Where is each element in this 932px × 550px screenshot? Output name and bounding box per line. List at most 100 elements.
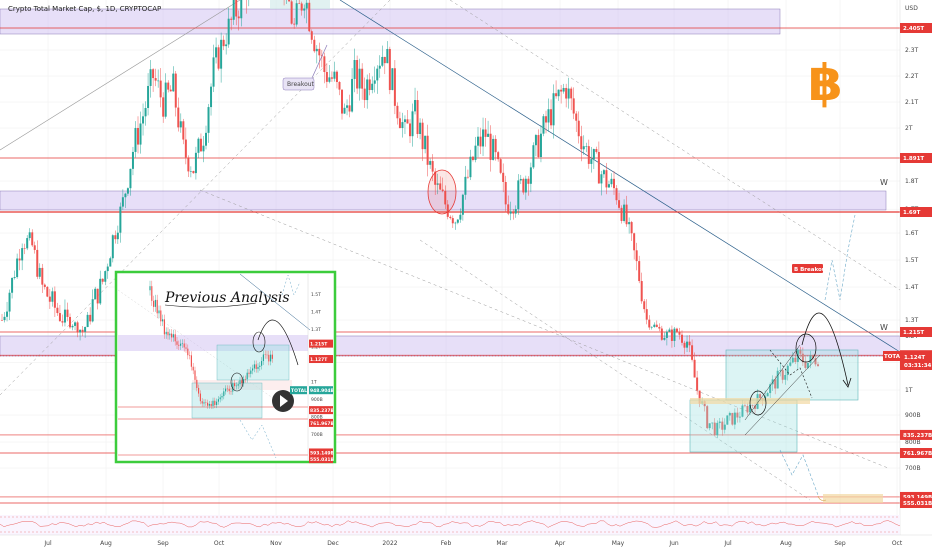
- candle-body: [177, 107, 180, 128]
- candle-body: [89, 314, 92, 322]
- candle-body: [590, 159, 593, 164]
- candle-body: [409, 123, 411, 137]
- inset-candle-body: [162, 319, 164, 322]
- inset-candle-body: [253, 364, 255, 369]
- candle-body: [187, 157, 190, 172]
- candle-body: [84, 327, 87, 332]
- candle-body: [414, 100, 417, 112]
- x-tick-label: Sep: [157, 540, 169, 547]
- candle-body: [749, 404, 751, 413]
- candle-body: [376, 68, 379, 81]
- candle-body: [736, 412, 739, 418]
- inset-level-label: 835.237B: [310, 408, 334, 414]
- candle-body: [471, 156, 474, 161]
- candle-body: [240, 0, 243, 19]
- candle-body: [91, 299, 94, 322]
- candle-body: [562, 87, 565, 92]
- candle-body: [610, 178, 613, 185]
- label-breakout: Breakout: [287, 81, 315, 88]
- x-tick-label: Jul: [43, 540, 52, 547]
- candle-body: [456, 219, 459, 223]
- candle-body: [164, 82, 167, 117]
- inset-candle-body: [217, 399, 219, 402]
- candle-body: [333, 71, 336, 79]
- candle-body: [398, 118, 401, 129]
- candle-body: [293, 23, 296, 25]
- candle-body: [648, 319, 651, 328]
- inset-candle-body: [190, 355, 192, 367]
- candle-body: [126, 188, 129, 194]
- inset-candle-body: [203, 402, 205, 404]
- inset-candle-body: [266, 354, 268, 356]
- candle-body: [358, 68, 361, 89]
- candle-body: [585, 146, 588, 147]
- candle-body: [779, 370, 782, 371]
- inset-candle-body: [167, 331, 169, 336]
- inset-candle-body: [192, 366, 194, 371]
- y-tick-label: 700B: [905, 465, 921, 472]
- inset-candle-body: [250, 370, 252, 374]
- candle-body: [298, 3, 301, 4]
- inset-candle-body: [181, 343, 183, 345]
- candle-body: [628, 222, 631, 225]
- candle-body: [532, 145, 535, 168]
- candle-body: [144, 107, 147, 117]
- inset-candle-body: [248, 372, 250, 374]
- candle-body: [482, 129, 485, 147]
- candle-body: [693, 359, 696, 378]
- candle-body: [378, 65, 381, 69]
- candle-body: [469, 156, 472, 178]
- candle-body: [104, 271, 107, 282]
- candle-body: [46, 286, 49, 297]
- y-axis: USD: [899, 0, 932, 550]
- y-tick-label: 1T: [905, 387, 913, 394]
- candle-body: [205, 132, 207, 146]
- inset-tick-label: 1.5T: [311, 292, 321, 298]
- level-label: 1.891T: [903, 156, 924, 162]
- candle-body: [655, 324, 658, 327]
- inset-candle-body: [149, 286, 151, 291]
- candle-body: [71, 325, 74, 328]
- candle-body: [348, 105, 351, 112]
- candle-body: [217, 47, 220, 69]
- candle-body: [383, 56, 386, 64]
- label-w-top: W: [880, 178, 888, 187]
- level-label: 835.237B: [903, 433, 932, 439]
- candle-body: [149, 69, 152, 86]
- candle-body: [351, 78, 354, 112]
- candle-body: [454, 222, 457, 224]
- candle-body: [109, 258, 112, 267]
- inset-level-label: 761.967B: [310, 421, 334, 427]
- candle-body: [519, 178, 522, 181]
- candle-body: [791, 357, 794, 363]
- candle-body: [733, 412, 736, 425]
- inset-candle-body: [225, 388, 227, 392]
- candle-body: [131, 151, 134, 169]
- candle-body: [640, 281, 643, 302]
- bitcoin-logo-icon: ฿: [808, 54, 843, 112]
- x-tick-label: Sep: [834, 540, 846, 547]
- candle-body: [811, 355, 814, 359]
- candle-body: [197, 138, 200, 153]
- candle-body: [645, 309, 648, 320]
- label-w-bottom: W: [880, 323, 888, 332]
- candle-body: [335, 71, 338, 83]
- candle-body: [691, 345, 694, 360]
- inset-candle-body: [246, 372, 248, 380]
- candle-body: [235, 0, 238, 17]
- candle-body: [303, 8, 306, 11]
- candle-body: [650, 326, 653, 328]
- inset-candle-body: [216, 401, 218, 406]
- candle-body: [537, 135, 540, 157]
- inset-candle-body: [219, 397, 221, 400]
- annotations: [311, 44, 883, 503]
- inset-candle-body: [158, 310, 160, 314]
- candle-body: [545, 116, 547, 123]
- x-tick-label: 2022: [382, 540, 397, 547]
- candle-body: [776, 370, 779, 389]
- x-tick-label: May: [612, 540, 625, 547]
- candle-body: [189, 171, 192, 172]
- candle-body: [134, 127, 137, 152]
- candle-body: [28, 232, 31, 239]
- candle-body: [754, 405, 757, 409]
